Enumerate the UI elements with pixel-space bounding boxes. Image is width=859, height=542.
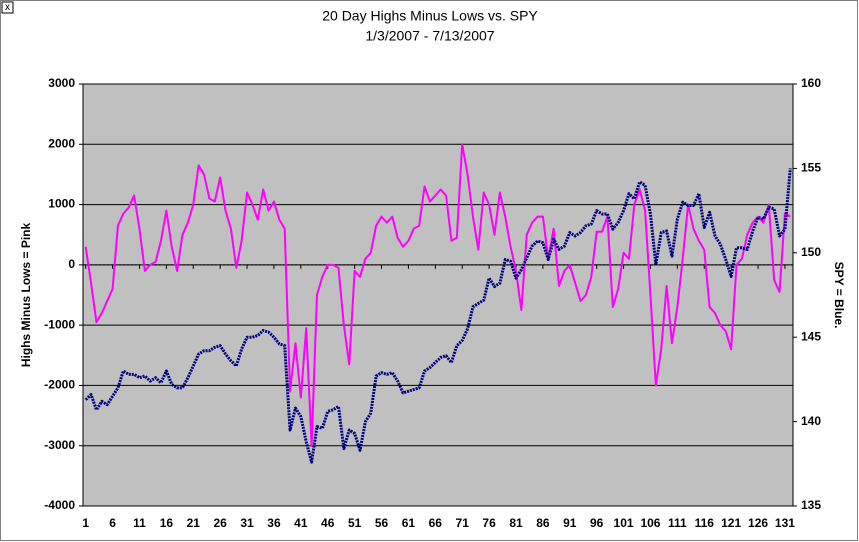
y2-tick-label: 155: [801, 161, 821, 175]
y-tick-label: 1000: [48, 197, 75, 211]
x-tick-label: 91: [563, 516, 577, 530]
y-tick-label: -1000: [44, 317, 75, 331]
x-tick-label: 11: [133, 516, 146, 530]
x-tick-label: 86: [536, 516, 550, 530]
x-tick-label: 106: [640, 516, 660, 530]
plot-area: [82, 83, 794, 507]
x-tick-label: 61: [402, 516, 416, 530]
x-tick-label: 46: [321, 516, 335, 530]
x-tick-label: 56: [375, 516, 389, 530]
y2-tick-label: 150: [801, 245, 821, 259]
x-tick-label: 81: [509, 516, 523, 530]
y-tick-label: 2000: [48, 136, 75, 150]
x-tick-label: 71: [456, 516, 470, 530]
x-tick-label: 21: [187, 516, 201, 530]
x-tick-label: 1: [82, 516, 89, 530]
close-button[interactable]: [1, 1, 14, 14]
x-tick-label: 126: [748, 516, 768, 530]
x-tick-label: 101: [614, 516, 634, 530]
y-tick-label: 0: [68, 257, 75, 271]
y2-tick-label: 135: [801, 498, 821, 512]
y-axis-label: Highs Minus Lows = Pink: [19, 223, 33, 368]
x-tick-label: 96: [590, 516, 604, 530]
y-tick-label: -3000: [44, 438, 75, 452]
y-tick-label: -2000: [44, 378, 75, 392]
chart-title: 20 Day Highs Minus Lows vs. SPY: [322, 8, 538, 24]
x-tick-label: 51: [348, 516, 362, 530]
x-tick-label: 121: [721, 516, 741, 530]
x-tick-label: 66: [429, 516, 443, 530]
x-tick-label: 41: [294, 516, 308, 530]
x-tick-label: 76: [482, 516, 496, 530]
y2-tick-label: 160: [801, 76, 821, 90]
chart-subtitle: 1/3/2007 - 7/13/2007: [365, 28, 494, 44]
y2-tick-label: 140: [801, 414, 821, 428]
y-tick-label: 3000: [48, 76, 75, 90]
x-tick-label: 36: [267, 516, 281, 530]
x-tick-label: 6: [109, 516, 116, 530]
x-tick-label: 111: [668, 516, 687, 530]
y2-tick-label: 145: [801, 329, 821, 343]
x-tick-label: 16: [160, 516, 174, 530]
x-tick-label: 26: [213, 516, 227, 530]
x-tick-label: 131: [775, 516, 795, 530]
series-line: [84, 168, 792, 464]
close-label[interactable]: x: [5, 2, 10, 13]
y-tick-label: -4000: [44, 498, 75, 512]
x-tick-label: 116: [695, 516, 715, 530]
y2-axis-label: SPY = Blue.: [832, 262, 846, 329]
x-tick-label: 31: [240, 516, 254, 530]
series-line: [84, 143, 791, 447]
